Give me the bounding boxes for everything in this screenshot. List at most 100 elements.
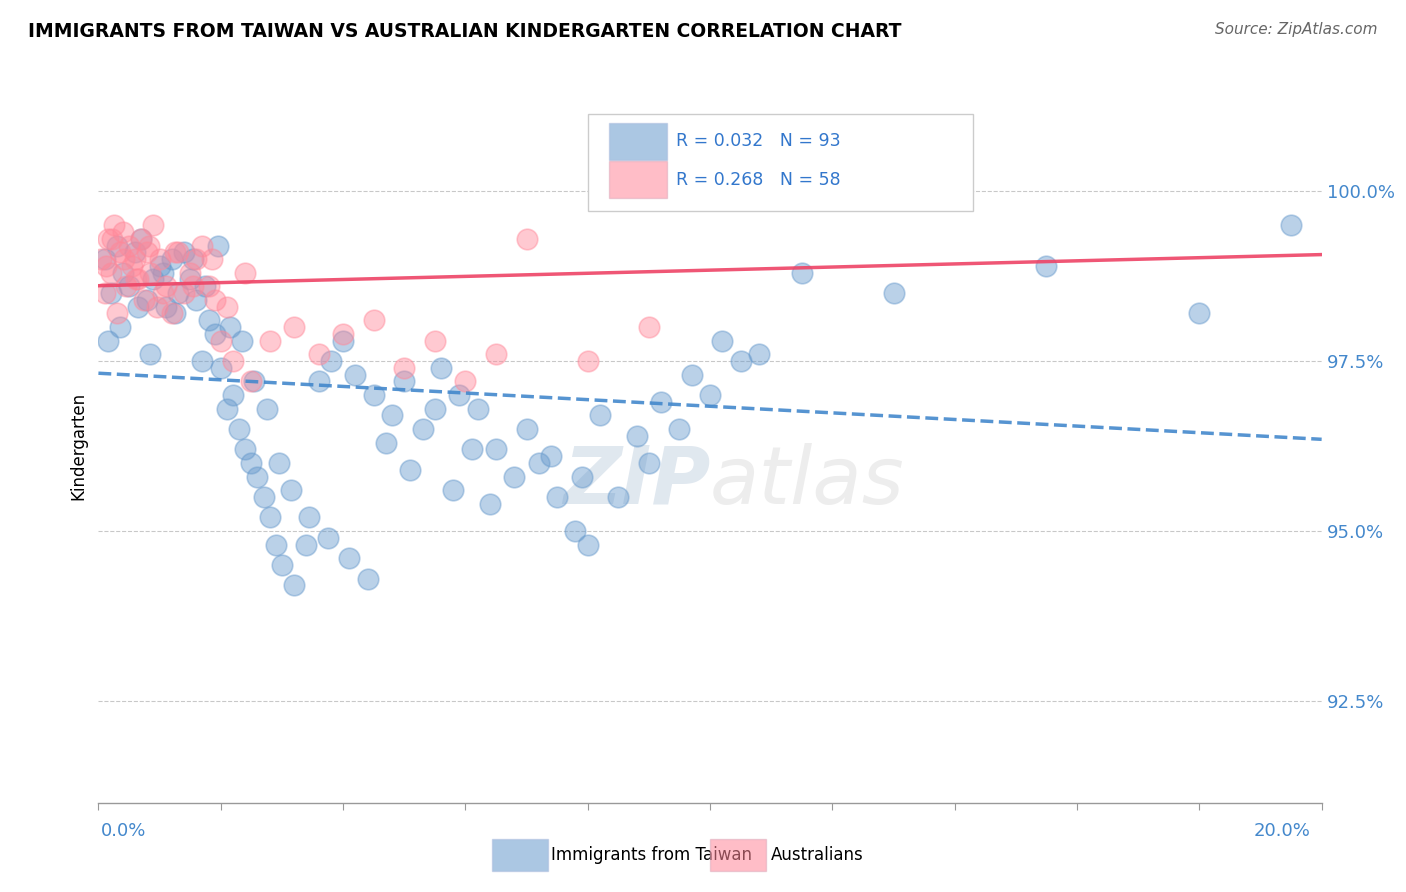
Point [155,300,177,314]
Point [115,279,138,293]
Point [124,252,146,266]
Point [374,435,396,450]
Point [650,394,672,409]
Point [108,320,131,334]
Point [149,259,172,273]
Point [240,375,263,389]
Point [121,259,143,273]
Point [204,293,226,307]
Point [730,150,752,164]
FancyBboxPatch shape [609,161,668,198]
Point [363,313,385,327]
Point [93,286,115,301]
FancyBboxPatch shape [588,114,973,211]
Point [392,375,416,389]
Point [105,306,128,320]
Point [179,266,201,280]
Point [460,442,482,457]
Point [449,388,471,402]
Text: R = 0.032   N = 93: R = 0.032 N = 93 [676,132,841,150]
Point [441,483,464,498]
Point [485,347,508,361]
Point [270,558,294,572]
Point [399,463,422,477]
Point [228,422,250,436]
FancyBboxPatch shape [609,123,668,160]
Point [589,409,612,423]
Point [516,422,538,436]
Point [125,272,148,286]
Point [259,334,281,348]
Point [381,409,404,423]
Point [197,279,219,293]
Point [430,360,453,375]
Point [163,245,186,260]
Point [298,510,321,524]
Point [1279,218,1302,232]
Point [127,300,149,314]
Point [233,266,256,280]
Point [540,449,562,463]
Point [392,360,416,375]
Point [129,232,152,246]
Point [108,245,131,260]
Point [527,456,550,470]
Point [160,252,183,266]
Point [194,279,217,293]
Point [186,293,208,307]
Point [222,388,245,402]
Point [124,245,146,260]
Point [222,354,245,368]
Point [246,469,269,483]
Point [112,252,135,266]
Point [111,266,134,280]
Point [337,551,360,566]
Point [97,232,120,246]
Point [264,537,287,551]
Point [167,286,190,301]
Point [152,266,174,280]
Point [681,368,703,382]
Point [181,252,204,266]
Point [101,232,124,246]
Point [423,334,446,348]
Point [283,320,305,334]
Text: 0.0%: 0.0% [101,822,146,840]
Point [454,375,477,389]
Point [748,347,770,361]
Point [607,490,630,504]
Point [478,497,501,511]
Point [152,286,174,301]
Point [134,293,156,307]
Point [90,252,112,266]
Point [252,490,274,504]
Point [209,360,232,375]
Point [883,286,905,301]
Point [191,354,214,368]
Point [730,354,752,368]
Point [103,218,125,232]
Point [316,531,339,545]
Point [207,238,229,252]
Point [668,422,690,436]
Point [240,456,263,470]
Point [699,388,721,402]
Point [139,347,162,361]
Point [790,266,813,280]
Point [209,334,232,348]
Point [295,537,318,551]
Point [118,279,141,293]
Point [280,483,302,498]
Point [1035,259,1057,273]
Point [943,129,966,144]
Point [138,238,160,252]
Point [136,293,159,307]
Text: Source: ZipAtlas.com: Source: ZipAtlas.com [1215,22,1378,37]
Point [93,252,115,266]
Point [219,320,242,334]
Text: Australians: Australians [770,847,863,864]
Point [142,272,165,286]
Point [423,401,446,416]
Point [129,232,152,246]
Point [259,510,281,524]
